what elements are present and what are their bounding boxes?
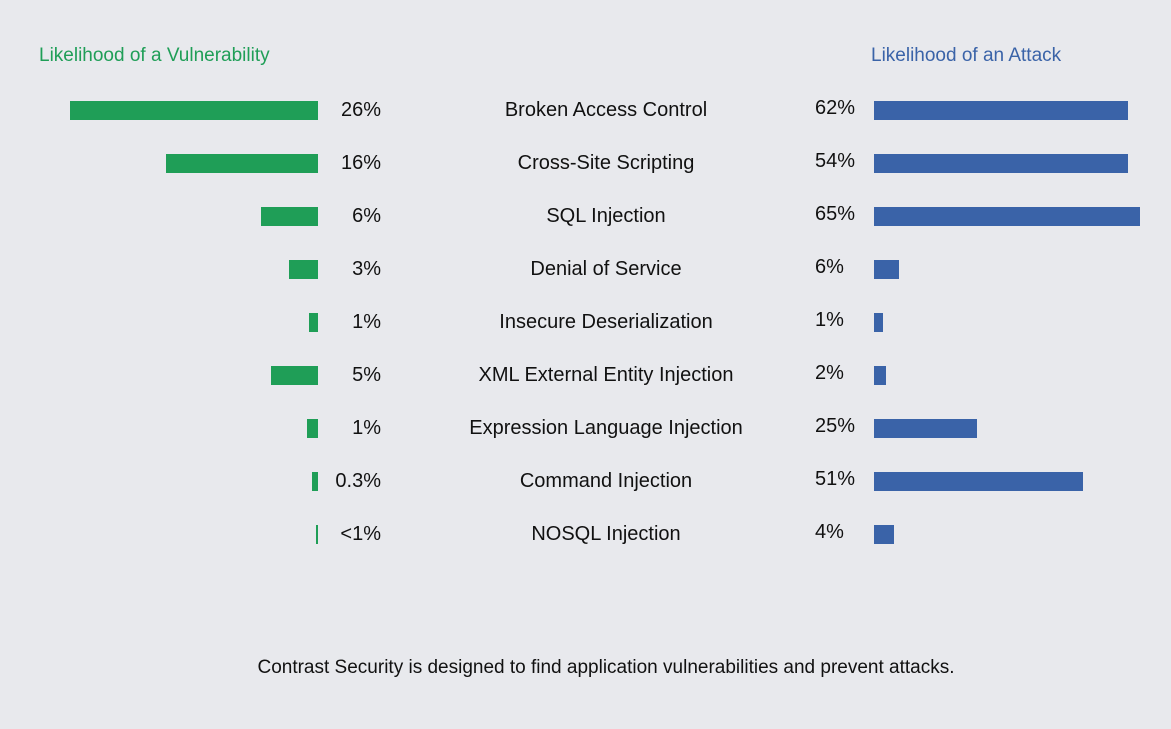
vulnerability-title: Likelihood of a Vulnerability — [39, 45, 270, 66]
chart-row: 0.3% Command Injection 51% — [0, 468, 1171, 500]
category-label: SQL Injection — [546, 205, 666, 227]
attack-value: 2% — [815, 362, 844, 384]
attack-title: Likelihood of an Attack — [871, 45, 1062, 66]
attack-value: 1% — [815, 309, 844, 331]
vulnerability-value: 26% — [340, 99, 381, 121]
attack-bar — [874, 260, 899, 279]
vulnerability-bar — [260, 207, 318, 226]
vulnerability-value: 6% — [352, 205, 381, 227]
category-label: Denial of Service — [530, 258, 682, 280]
attack-bar — [874, 472, 1084, 491]
attack-value: 54% — [815, 150, 856, 172]
category-label: Expression Language Injection — [469, 417, 743, 439]
chart-row: 1% Insecure Deserialization 1% — [0, 309, 1171, 341]
vulnerability-bar — [307, 419, 318, 438]
category-label: Cross-Site Scripting — [517, 152, 695, 174]
vulnerability-value: 16% — [340, 152, 381, 174]
attack-bar — [874, 101, 1129, 120]
attack-bar — [874, 154, 1129, 173]
attack-value: 4% — [815, 521, 844, 543]
category-label: Broken Access Control — [504, 99, 708, 121]
vulnerability-value: <1% — [340, 523, 381, 545]
chart-row: 16% Cross-Site Scripting 54% — [0, 150, 1171, 182]
chart-row: 3% Denial of Service 6% — [0, 256, 1171, 288]
vulnerability-bar — [270, 366, 318, 385]
chart-row: 6% SQL Injection 65% — [0, 203, 1171, 235]
footer-caption: Contrast Security is designed to find ap… — [257, 657, 955, 678]
attack-bar — [874, 207, 1140, 226]
vulnerability-value: 1% — [352, 311, 381, 333]
attack-bar — [874, 366, 886, 385]
category-label: XML External Entity Injection — [478, 364, 734, 386]
vulnerability-value: 3% — [352, 258, 381, 280]
attack-bar — [874, 313, 884, 332]
attack-value: 65% — [815, 203, 856, 225]
vulnerability-bar — [165, 154, 318, 173]
chart-row: 26% Broken Access Control 62% — [0, 97, 1171, 129]
chart-row: <1% NOSQL Injection 4% — [0, 521, 1171, 553]
vulnerability-bar — [316, 525, 318, 544]
vulnerability-value: 5% — [352, 364, 381, 386]
attack-bar — [874, 525, 894, 544]
vulnerability-bar — [70, 101, 318, 120]
vulnerability-bar — [288, 260, 318, 279]
category-label: NOSQL Injection — [531, 523, 681, 545]
attack-value: 62% — [815, 97, 856, 119]
attack-bar — [874, 419, 977, 438]
attack-value: 51% — [815, 468, 856, 490]
vulnerability-bar — [312, 472, 318, 491]
vulnerability-value: 0.3% — [335, 470, 381, 492]
chart-row: 5% XML External Entity Injection 2% — [0, 362, 1171, 394]
vulnerability-bar — [309, 313, 318, 332]
attack-value: 6% — [815, 256, 844, 278]
category-label: Insecure Deserialization — [499, 311, 713, 333]
vulnerability-value: 1% — [352, 417, 381, 439]
category-label: Command Injection — [519, 470, 693, 492]
attack-value: 25% — [815, 415, 856, 437]
chart-row: 1% Expression Language Injection 25% — [0, 415, 1171, 447]
